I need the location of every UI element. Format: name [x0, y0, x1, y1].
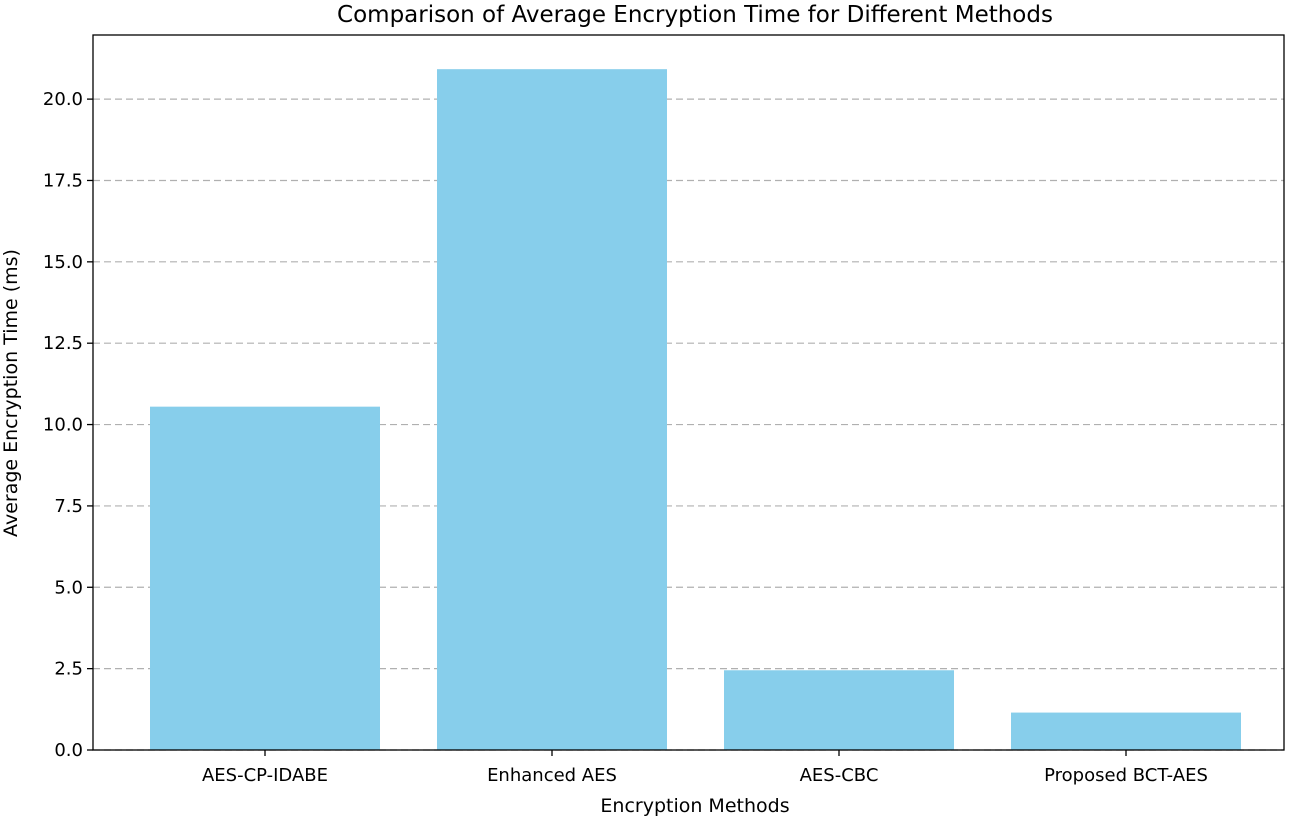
chart-title: Comparison of Average Encryption Time fo…	[337, 2, 1053, 28]
bar-proposed-bct-aes	[1011, 712, 1241, 750]
y-tick-label: 10.0	[43, 415, 83, 436]
y-tick-label: 20.0	[43, 89, 83, 110]
y-tick-label: 17.5	[43, 170, 83, 191]
plot-area-frame	[92, 34, 1285, 751]
x-tick-label: AES-CBC	[800, 765, 879, 786]
y-tick-label: 12.5	[43, 333, 83, 354]
y-tick-label: 2.5	[54, 659, 83, 680]
y-tick-label: 5.0	[54, 577, 83, 598]
y-tick-label: 0.0	[54, 740, 83, 761]
y-axis-label: Average Encryption Time (ms)	[0, 249, 22, 537]
bar-enhanced-aes	[437, 69, 667, 750]
y-tick-label: 7.5	[54, 496, 83, 517]
x-tick-label: Proposed BCT-AES	[1044, 765, 1208, 786]
y-tick-label: 15.0	[43, 252, 83, 273]
bar-aes-cp-idabe	[150, 406, 380, 750]
bars	[150, 69, 1241, 750]
x-axis-ticks: AES-CP-IDABE Enhanced AES AES-CBC Proposed …	[202, 750, 1208, 786]
x-tick-label: Enhanced AES	[487, 765, 617, 786]
bar-aes-cbc	[724, 670, 954, 750]
y-axis-ticks: 0.0 2.5 5.0 7.5 10.0 12.5 15.0 17.5 20.0	[43, 89, 93, 761]
x-axis-label: Encryption Methods	[600, 795, 789, 817]
x-tick-label: AES-CP-IDABE	[202, 765, 328, 786]
